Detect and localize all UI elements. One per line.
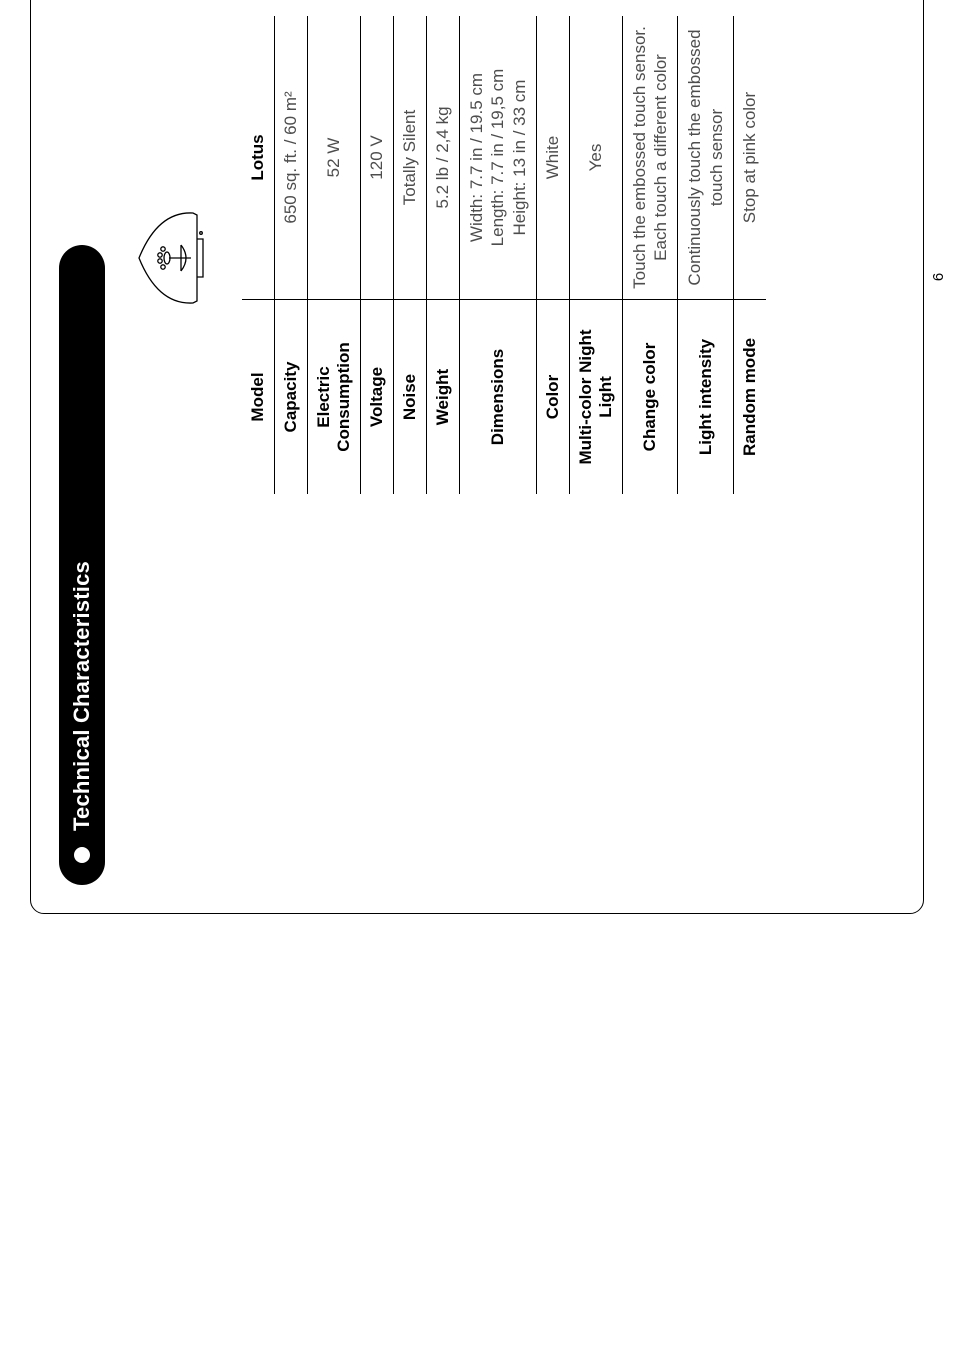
spec-value: Continuously touch the embossedtouch sen… xyxy=(678,16,734,300)
spec-label: Model xyxy=(242,300,275,495)
spec-value: Width: 7.7 in / 19.5 cmLength: 7.7 in / … xyxy=(460,16,537,300)
table-row: Electric Consumption52 W xyxy=(308,16,361,495)
spec-label: Voltage xyxy=(361,300,394,495)
section-header-bar: Technical Characteristics xyxy=(59,245,105,885)
table-row: Change colorTouch the embossed touch sen… xyxy=(622,16,678,495)
spec-value: 650 sq. ft. / 60 m² xyxy=(275,16,308,300)
spec-label: Light intensity xyxy=(678,300,734,495)
spec-label: Color xyxy=(536,300,569,495)
spec-table-body: ModelLotusCapacity650 sq. ft. / 60 m²Ele… xyxy=(242,16,767,495)
table-row: Light intensityContinuously touch the em… xyxy=(678,16,734,495)
table-row: NoiseTotally Silent xyxy=(394,16,427,495)
spec-label: Random mode xyxy=(733,300,766,495)
spec-value: 120 V xyxy=(361,16,394,300)
spec-value: White xyxy=(536,16,569,300)
table-row: ColorWhite xyxy=(536,16,569,495)
spec-value: Yes xyxy=(569,16,622,300)
page-number: 6 xyxy=(930,273,947,281)
page-frame: Technical Characteristics ModelLotusCapa… xyxy=(30,0,924,914)
spec-label: Noise xyxy=(394,300,427,495)
table-row: Multi-color Night LightYes xyxy=(569,16,622,495)
spec-label: Change color xyxy=(622,300,678,495)
table-row: DimensionsWidth: 7.7 in / 19.5 cmLength:… xyxy=(460,16,537,495)
table-row: ModelLotus xyxy=(242,16,275,495)
table-row: Random modeStop at pink color xyxy=(733,16,766,495)
spec-label: Capacity xyxy=(275,300,308,495)
section-title: Technical Characteristics xyxy=(69,561,95,831)
table-row: Voltage120 V xyxy=(361,16,394,495)
device-outline-icon xyxy=(133,203,207,313)
spec-value: 5.2 lb / 2,4 kg xyxy=(427,16,460,300)
header-bullet-icon xyxy=(74,847,90,863)
spec-label: Electric Consumption xyxy=(308,300,361,495)
spec-label: Weight xyxy=(427,300,460,495)
spec-value: Touch the embossed touch sensor.Each tou… xyxy=(622,16,678,300)
spec-value: Stop at pink color xyxy=(733,16,766,300)
spec-value: 52 W xyxy=(308,16,361,300)
spec-value: Lotus xyxy=(242,16,275,300)
spec-table: ModelLotusCapacity650 sq. ft. / 60 m²Ele… xyxy=(241,15,767,495)
spec-value: Totally Silent xyxy=(394,16,427,300)
table-row: Weight5.2 lb / 2,4 kg xyxy=(427,16,460,495)
spec-label: Multi-color Night Light xyxy=(569,300,622,495)
spec-label: Dimensions xyxy=(460,300,537,495)
table-row: Capacity650 sq. ft. / 60 m² xyxy=(275,16,308,495)
